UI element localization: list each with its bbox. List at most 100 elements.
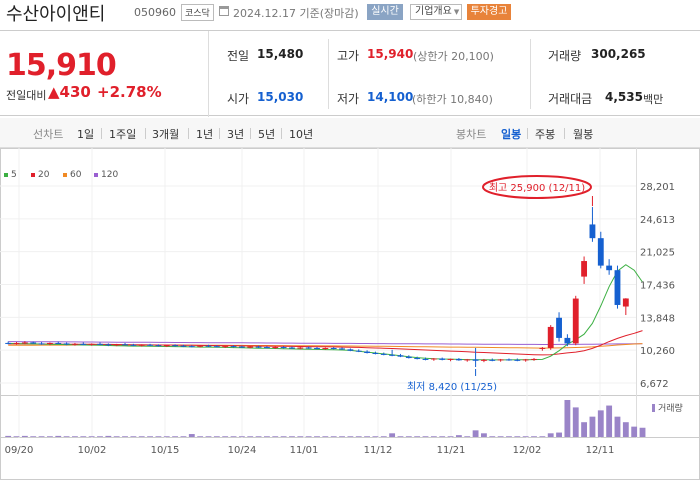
candle — [122, 342, 128, 346]
candle-body — [430, 358, 437, 360]
candle — [556, 312, 562, 342]
volume-bar — [280, 436, 287, 437]
candle — [38, 342, 45, 345]
volume-bar — [330, 436, 337, 437]
candle-body — [155, 345, 162, 347]
tab-1-year[interactable]: 1년 — [196, 128, 214, 141]
prev-close-value: 15,480 — [257, 47, 304, 61]
volume-value: 300,265 — [591, 47, 646, 61]
legend-label: 120 — [101, 170, 119, 180]
trade-amount-label: 거래대금 — [548, 92, 593, 106]
legend-ma5: 5 — [4, 170, 17, 180]
volume-bar — [314, 436, 320, 437]
price-chart[interactable]: 거래량 28,201 24,613 21,025 17,436 13,848 10,260… — [0, 148, 700, 480]
divider — [250, 128, 251, 139]
volume-bar — [439, 436, 446, 437]
candle — [55, 341, 62, 344]
candle — [372, 351, 379, 355]
candle-body — [88, 343, 95, 345]
stock-code: 050960 — [134, 6, 176, 19]
candle — [497, 358, 504, 362]
tab-3-months[interactable]: 3개월 — [152, 128, 180, 141]
volume-bar — [97, 436, 103, 437]
candle — [472, 347, 479, 368]
change-value: ▲430 — [48, 83, 91, 101]
open-value: 15,030 — [257, 90, 304, 104]
volume-bar — [247, 436, 254, 437]
candle-body — [230, 346, 237, 348]
tab-1-day[interactable]: 1일 — [77, 128, 95, 141]
volume-bar — [397, 436, 404, 437]
investment-warning-badge[interactable]: 투자경고 — [467, 4, 511, 20]
candle-body — [272, 347, 279, 349]
candle — [389, 349, 396, 357]
candle — [380, 352, 387, 356]
tab-5-years[interactable]: 5년 — [258, 128, 276, 141]
tab-1-week[interactable]: 1주일 — [109, 128, 137, 141]
volume-bar — [180, 436, 187, 437]
legend-swatch — [94, 172, 98, 177]
divider — [188, 128, 189, 139]
legend-label: 5 — [11, 170, 17, 180]
candle — [464, 358, 471, 362]
volume-bar — [113, 436, 120, 437]
volume-bar — [380, 436, 387, 437]
candle-chart-label: 봉차트 — [456, 128, 487, 141]
ma120-line — [8, 341, 643, 345]
candle — [364, 350, 371, 354]
volume-bar — [531, 436, 537, 437]
candle — [172, 344, 179, 347]
candle — [222, 345, 229, 348]
candle-body — [130, 344, 137, 346]
candle-body — [330, 347, 337, 349]
volume-bar — [639, 427, 646, 437]
candle — [297, 347, 304, 350]
company-overview-button[interactable]: 기업개요 ▼ — [410, 4, 462, 20]
candle — [280, 346, 287, 349]
tab-daily-candle[interactable]: 일봉 — [501, 128, 522, 141]
chart-period-tabs: 선차트 1일 1주일 3개월 1년 3년 5년 10년 봉차트 일봉 주봉 월봉 — [0, 118, 700, 148]
candle — [422, 357, 429, 361]
candle-body — [464, 359, 471, 361]
candle — [539, 347, 546, 351]
candle — [489, 358, 496, 362]
divider — [281, 128, 282, 139]
volume-bar — [514, 436, 521, 437]
y-tick-label: 24,613 — [640, 215, 675, 226]
candle-body — [105, 344, 112, 346]
candle — [564, 334, 571, 347]
candle — [255, 345, 262, 348]
candle — [263, 346, 270, 349]
tab-monthly-candle[interactable]: 월봉 — [573, 128, 594, 141]
tab-10-years[interactable]: 10년 — [289, 128, 314, 141]
volume-bar — [297, 436, 304, 437]
candle — [397, 353, 404, 358]
candle-body — [138, 344, 145, 346]
candle — [197, 345, 204, 348]
legend-swatch — [4, 172, 8, 177]
candle-body — [372, 353, 379, 355]
candle-body — [205, 345, 212, 347]
candle — [113, 343, 120, 347]
volume-bar — [489, 436, 496, 437]
x-tick-label: 10/24 — [228, 445, 257, 456]
volume-bar — [447, 436, 454, 437]
tab-weekly-candle[interactable]: 주봉 — [535, 128, 556, 141]
candle — [105, 343, 112, 347]
volume-bar — [88, 436, 95, 437]
x-tick-label: 10/02 — [78, 445, 107, 456]
volume-bar — [155, 436, 162, 437]
volume-bar — [263, 436, 270, 437]
candle — [247, 346, 254, 349]
candle-body — [497, 359, 504, 361]
candle-body — [339, 348, 345, 350]
realtime-button[interactable]: 실시간 — [367, 4, 403, 20]
volume-bar — [564, 400, 571, 437]
trade-amount-unit: 백만 — [643, 93, 664, 106]
x-axis-labels: 09/20 10/02 10/15 10/24 11/01 11/12 11/21 12/02… — [5, 445, 615, 456]
candle — [330, 347, 337, 350]
change-percent: +2.78% — [97, 83, 162, 101]
candle — [314, 347, 320, 350]
candle-body — [172, 345, 179, 347]
tab-3-years[interactable]: 3년 — [227, 128, 245, 141]
